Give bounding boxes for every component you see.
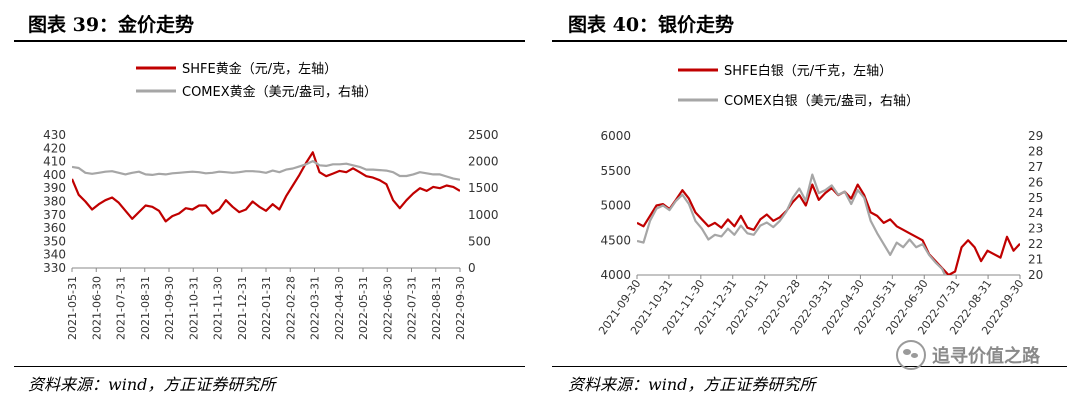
gold-source-rule (14, 366, 525, 367)
gold-x-tick-label: 2021-11-30 (212, 276, 225, 340)
silver-series-line-secondary (637, 173, 947, 275)
gold-left-tick-label: 390 (43, 181, 66, 195)
silver-right-tick-label: 21 (1028, 253, 1043, 267)
gold-x-tick-label: 2021-09-30 (163, 276, 176, 340)
gold-x-tick-label: 2021-05-31 (66, 276, 79, 340)
gold-right-tick-label: 500 (468, 234, 491, 248)
silver-right-tick-label: 20 (1028, 268, 1043, 282)
gold-left-tick-label: 360 (43, 221, 66, 235)
gold-x-tick-label: 2021-12-31 (236, 276, 249, 340)
gold-series-line-primary (72, 151, 460, 223)
gold-left-tick-label: 340 (43, 248, 66, 262)
gold-left-tick-label: 370 (43, 208, 66, 222)
gold-right-tick-label: 2000 (468, 155, 499, 169)
gold-figure-title: 图表 39：金价走势 (28, 14, 195, 36)
silver-right-tick-label: 28 (1028, 144, 1043, 158)
silver-left-tick-label: 5000 (600, 199, 631, 213)
silver-legend-label: COMEX白银（美元/盎司，右轴） (724, 93, 919, 109)
silver-left-tick-label: 4500 (600, 233, 631, 247)
gold-series-line-secondary (72, 160, 460, 181)
silver-left-tick-label: 5500 (600, 164, 631, 178)
gold-left-tick-label: 330 (43, 261, 66, 275)
gold-x-tick-label: 2022-07-31 (406, 276, 419, 340)
gold-x-tick-label: 2022-02-28 (284, 276, 297, 340)
gold-left-tick-label: 410 (43, 155, 66, 169)
silver-series-line-primary (637, 183, 1020, 275)
silver-right-tick-label: 22 (1028, 237, 1043, 251)
silver-right-tick-label: 27 (1028, 160, 1043, 174)
silver-right-tick-label: 29 (1028, 129, 1043, 143)
gold-panel: 图表 39：金价走势 330 340 350 360 370 380 390 400 410 42… (14, 14, 525, 394)
gold-left-tick-label: 380 (43, 195, 66, 209)
gold-x-tick-label: 2022-03-31 (309, 276, 322, 340)
gold-right-tick-label: 0 (468, 261, 476, 275)
silver-legend-label: SHFE白银（元/千克，左轴） (724, 63, 892, 79)
gold-x-tick-label: 2022-06-30 (381, 276, 394, 340)
silver-right-tick-label: 23 (1028, 222, 1043, 236)
silver-panel: 图表 40：银价走势 4000 4500 5000 5500 6000 20 21 22 23 2… (540, 0, 1080, 402)
gold-x-tick-label: 2021-07-31 (115, 276, 128, 340)
wechat-icon (896, 340, 926, 370)
silver-figure-title: 图表 40：银价走势 (568, 14, 735, 36)
gold-x-tick-label: 2021-06-30 (90, 276, 103, 340)
gold-left-tick-label: 430 (43, 128, 66, 142)
gold-x-tick-label: 2022-08-31 (430, 276, 443, 340)
gold-x-tick-label: 2022-05-31 (357, 276, 370, 340)
watermark: 追寻价值之路 (896, 340, 1040, 370)
gold-right-tick-label: 1500 (468, 181, 499, 195)
silver-left-tick-label: 6000 (600, 129, 631, 143)
silver-source: 资料来源：wind，方正证券研究所 (568, 375, 816, 394)
gold-right-tick-label: 1000 (468, 208, 499, 222)
gold-legend-label: COMEX黄金（美元/盎司，右轴） (182, 84, 377, 100)
silver-right-tick-label: 26 (1028, 175, 1043, 189)
gold-x-tick-label: 2021-10-31 (187, 276, 200, 340)
gold-legend-label: SHFE黄金（元/克，左轴） (182, 61, 337, 77)
silver-source-rule (552, 366, 1067, 367)
gold-left-tick-label: 400 (43, 168, 66, 182)
silver-left-tick-label: 4000 (600, 268, 631, 282)
gold-title-rule (14, 40, 525, 42)
gold-x-tick-label: 2022-09-30 (454, 276, 467, 340)
gold-right-tick-label: 2500 (468, 128, 499, 142)
gold-left-tick-label: 350 (43, 234, 66, 248)
gold-source: 资料来源：wind，方正证券研究所 (28, 375, 276, 394)
gold-x-tick-label: 2022-01-31 (260, 276, 273, 340)
gold-x-tick-label: 2021-08-31 (139, 276, 152, 340)
silver-right-tick-label: 24 (1028, 206, 1043, 220)
silver-title-rule (552, 40, 1067, 42)
gold-left-tick-label: 420 (43, 141, 66, 155)
watermark-text: 追寻价值之路 (932, 346, 1040, 367)
gold-x-tick-label: 2022-04-30 (333, 276, 346, 340)
silver-right-tick-label: 25 (1028, 191, 1043, 205)
